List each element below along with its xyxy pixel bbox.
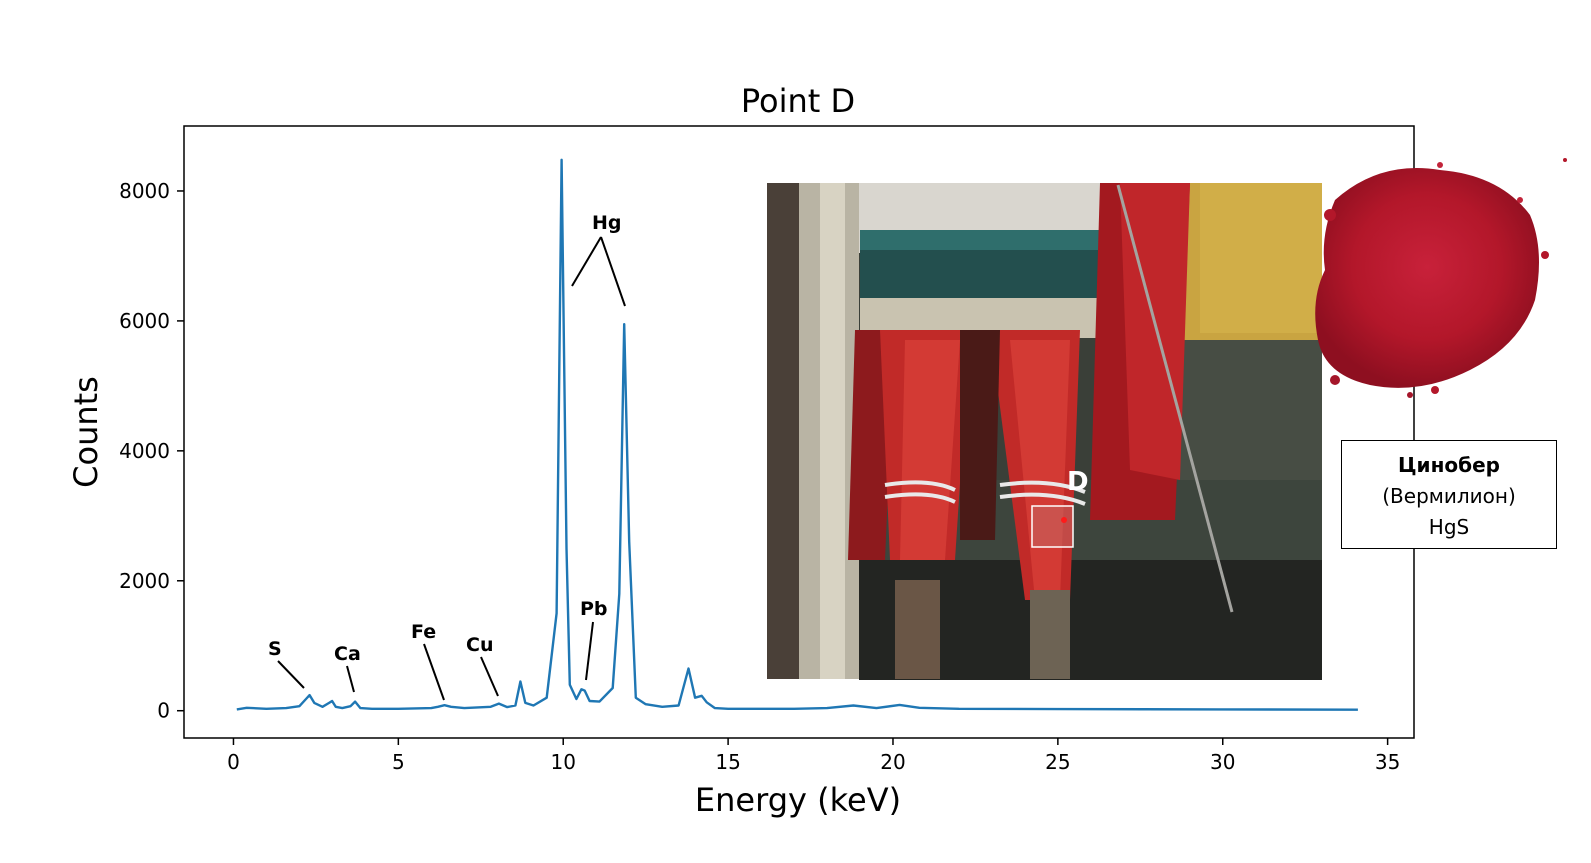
peak-annotations: S Ca Fe Cu Pb Hg [268,212,626,701]
y-axis: 0 2000 4000 6000 8000 [119,179,184,723]
pigment-powder-image [1315,158,1567,398]
annotation-hg-leader-2 [600,236,626,307]
spectrum-line [236,158,1358,711]
y-tick-label: 4000 [119,439,170,463]
y-axis-label: Counts [67,376,105,488]
y-tick-label: 0 [157,699,170,723]
annotation-hg: Hg [592,212,622,234]
annotation-ca-leader [346,665,355,693]
annotation-s: S [268,638,282,660]
sample-point-marker [1061,517,1067,523]
pigment-caption: Цинобер (Вермилион) HgS [1341,440,1557,549]
x-tick-label: 5 [392,750,405,774]
pigment-name: Цинобер [1398,453,1500,477]
annotation-s-leader [277,660,305,689]
x-tick-label: 20 [880,750,905,774]
x-tick-label: 30 [1210,750,1235,774]
annotation-hg-leader-1 [571,236,602,287]
x-tick-label: 10 [550,750,575,774]
annotation-pb-leader [585,621,594,681]
sample-point-label: D [1067,467,1089,497]
pigment-alt-name: (Вермилион) [1382,484,1516,508]
inset-photo: D [767,183,1322,680]
x-axis: 0 5 10 15 20 25 30 35 [227,738,1400,774]
sample-point-box [1031,505,1074,548]
x-tick-label: 25 [1045,750,1070,774]
annotation-cu: Cu [466,634,493,656]
annotation-cu-leader [480,656,499,697]
x-tick-label: 35 [1375,750,1400,774]
annotation-fe-leader [423,643,445,701]
annotation-pb: Pb [580,598,608,620]
y-tick-label: 6000 [119,309,170,333]
x-tick-label: 0 [227,750,240,774]
y-tick-label: 2000 [119,569,170,593]
y-tick-label: 8000 [119,179,170,203]
x-axis-label: Energy (keV) [695,781,901,819]
annotation-ca: Ca [334,643,361,665]
pigment-formula: HgS [1428,515,1470,539]
annotation-fe: Fe [411,621,436,643]
x-tick-label: 15 [715,750,740,774]
chart-title: Point D [741,82,855,120]
